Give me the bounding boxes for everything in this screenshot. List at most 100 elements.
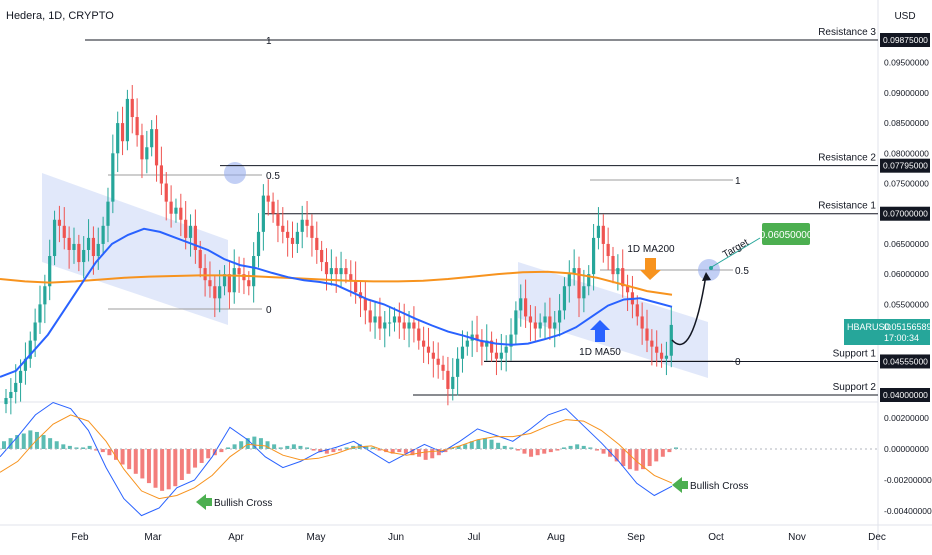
candle-body (232, 268, 236, 293)
macd-histogram-bar (199, 449, 204, 463)
candle-body (354, 280, 358, 293)
macd-histogram-bar (133, 449, 138, 474)
macd-histogram-bar (285, 445, 290, 449)
macd-histogram-bar (298, 445, 303, 449)
macd-axis: 0.00200000 0.00000000 -0.00200000 -0.004000… (884, 413, 932, 516)
macd-histogram-bar (120, 449, 125, 465)
price-tick-label: 0.06000000 (884, 269, 929, 279)
candle-body (572, 268, 576, 275)
macd-line (0, 401, 673, 517)
candle-body (591, 237, 596, 275)
candle-body (655, 346, 659, 353)
macd-histogram-bar (515, 449, 520, 451)
candle-body (52, 219, 57, 257)
candle-body (659, 352, 664, 359)
macd-histogram-bar (318, 449, 323, 453)
candle-body (538, 322, 542, 329)
key-level-label: Support 2 (833, 382, 877, 393)
macd-histogram-bar (140, 449, 145, 479)
candle-body (645, 328, 649, 341)
candle-body (635, 304, 639, 317)
candle-body (324, 262, 329, 275)
ma200-line (0, 270, 673, 296)
price-axis: 0.09500000 0.09000000 0.08500000 0.08000000… (884, 58, 929, 310)
time-axis: Feb Mar Apr May Jun Jul Aug Sep Oct Nov Dec (71, 532, 886, 543)
candle-body (616, 268, 620, 275)
macd-histogram-bar (627, 449, 632, 470)
fib-label-05a: 0.5 (266, 171, 280, 182)
candle-body (490, 340, 494, 353)
candle-body (368, 310, 372, 323)
key-levels: Resistance 3 0.09875000 Resistance 2 0.0779… (85, 27, 930, 402)
candle-body (14, 382, 18, 392)
macd-histogram-bar (232, 444, 237, 449)
macd-histogram-bar (423, 449, 428, 460)
candle-body (480, 340, 484, 347)
candle-body (436, 358, 440, 365)
key-level-value: 0.07795000 (883, 161, 928, 171)
candle-body (300, 219, 304, 232)
candle-body (222, 274, 227, 287)
target-value-box (762, 223, 810, 245)
macd-histogram-bar (555, 449, 560, 451)
macd-histogram-bar (265, 441, 270, 449)
price-tick-label: 0.09500000 (884, 58, 929, 68)
macd-histogram-bar (258, 438, 263, 449)
candle-body (446, 370, 450, 389)
time-tick-label: Dec (868, 532, 886, 543)
macd-histogram-bar (305, 447, 310, 449)
macd-histogram-bar (331, 449, 336, 453)
macd-histogram-bar (535, 449, 540, 456)
candle-body (266, 195, 270, 202)
candle-body (77, 243, 81, 263)
candle-body (562, 286, 567, 311)
macd-tick-label: 0.00000000 (884, 444, 929, 454)
macd-histogram-bar (502, 445, 507, 449)
macd-histogram-bar (594, 449, 599, 451)
macd-histogram-bar (28, 430, 33, 449)
signal-line (0, 414, 673, 500)
macd-histogram-bar (562, 447, 566, 449)
macd-histogram-bar (403, 449, 408, 454)
candle-body (456, 358, 460, 377)
macd-histogram-bar (8, 438, 13, 449)
candle-body (174, 207, 178, 214)
chart-title: Hedera, 1D, CRYPTO (6, 10, 114, 22)
macd-histogram-bar (482, 438, 487, 449)
candle-body (441, 364, 445, 371)
key-level-value: 0.04555000 (883, 356, 928, 366)
candle-body (38, 304, 42, 323)
current-symbol: HBARUSD (847, 322, 892, 332)
candle-body (101, 225, 105, 244)
macd-histogram-bar (660, 449, 665, 457)
candle-body (276, 213, 280, 226)
candle-body (640, 316, 644, 329)
candle-body (650, 340, 654, 347)
candle-body (198, 249, 202, 269)
bullish-cross-label-2: Bullish Cross (690, 481, 748, 492)
macd-histogram-bar (581, 445, 586, 449)
price-tick-label: 0.07500000 (884, 179, 929, 189)
candle-body (422, 340, 426, 347)
currency-label: USD (894, 11, 915, 22)
candle-body (664, 355, 669, 359)
macd-histogram-bar (410, 449, 415, 456)
candle-body (184, 219, 188, 238)
macd-histogram-bar (548, 449, 553, 453)
candle-body (373, 316, 377, 323)
bullish-cross-arrow-2 (672, 477, 688, 493)
time-tick-label: May (307, 532, 326, 543)
current-price-tag (844, 319, 930, 345)
macd-histogram-bar (456, 445, 461, 449)
candle-body (514, 310, 518, 335)
candle-body (504, 346, 508, 353)
macd-histogram-bar (469, 441, 474, 449)
touch-circle-left (224, 162, 246, 184)
macd-histogram-bar (575, 444, 580, 449)
candle-body (140, 135, 144, 160)
candle-body (28, 340, 32, 359)
candle-body (247, 280, 251, 287)
macd-histogram-bar (15, 435, 20, 449)
time-tick-label: Feb (71, 532, 89, 543)
